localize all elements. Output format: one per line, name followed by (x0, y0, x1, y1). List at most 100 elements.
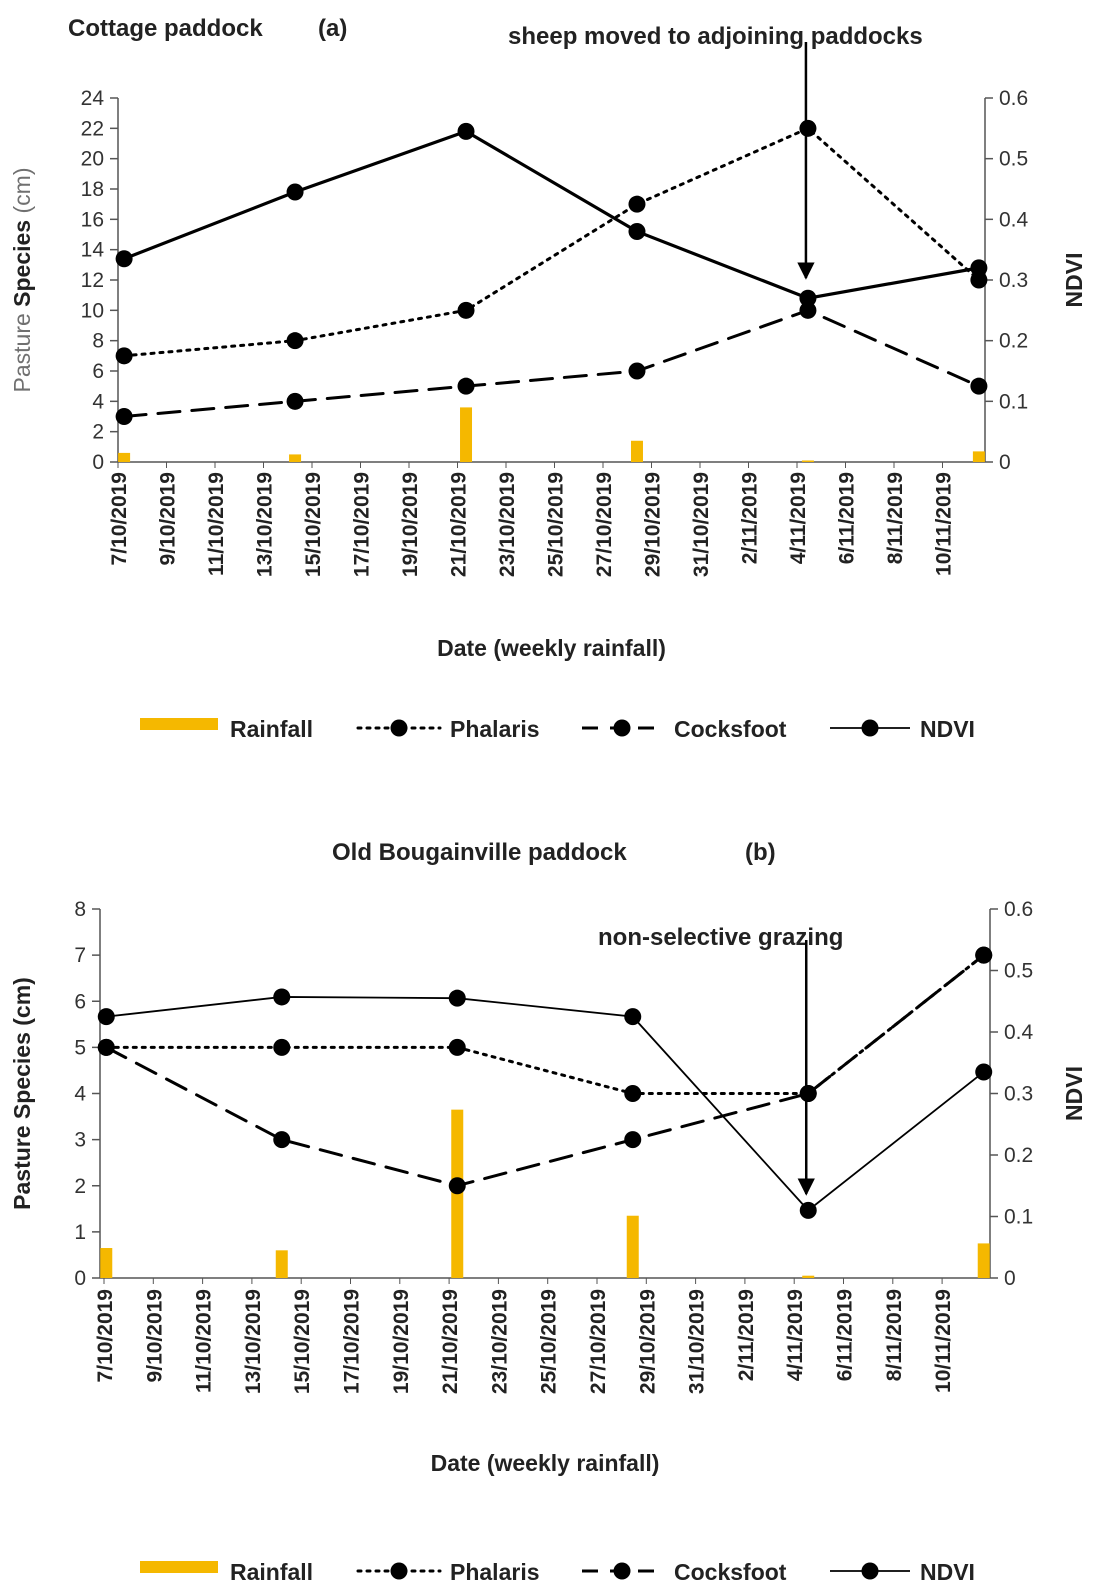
x-tick-label: 31/10/2019 (686, 1289, 709, 1394)
y2-tick-label: 0.3 (999, 269, 1028, 292)
phalaris-point (273, 1038, 291, 1056)
legend-cocksfoot-marker (613, 1562, 631, 1580)
chart-title: Cottage paddock (68, 15, 263, 42)
ndvi-point (799, 289, 817, 307)
y-tick-label: 14 (81, 239, 105, 262)
phalaris-line (122, 126, 981, 358)
x-tick-label: 6/11/2019 (834, 1289, 857, 1381)
legend-cocksfoot-label: Cocksfoot (674, 1559, 787, 1580)
ndvi-point (273, 988, 291, 1006)
ndvi-point (970, 259, 988, 277)
x-tick-label: 31/10/2019 (690, 472, 713, 577)
legend: Rainfall Phalaris Cocksfoot NDVI (140, 1559, 975, 1580)
legend: Rainfall Phalaris Cocksfoot NDVI (140, 716, 975, 742)
cocksfoot-point (286, 392, 304, 410)
y-axis-label-suffix: (cm) (9, 168, 35, 220)
panel-label: (b) (745, 839, 776, 866)
annotation-text: sheep moved to adjoining paddocks (508, 23, 923, 50)
rainfall-bar (460, 407, 473, 462)
x-tick-label: 9/10/2019 (157, 472, 180, 565)
y2-tick-label: 0.1 (1004, 1206, 1033, 1229)
x-tick-label: 19/10/2019 (390, 1289, 413, 1394)
x-tick-label: 27/10/2019 (587, 1289, 610, 1394)
y2-axis-label: NDVI (1061, 1066, 1087, 1121)
x-tick-label: 8/11/2019 (884, 472, 907, 564)
x-tick-label: 2/11/2019 (735, 1289, 758, 1381)
y-tick-label: 16 (81, 208, 104, 231)
x-tick-label: 11/10/2019 (193, 1289, 216, 1393)
x-axis-label: Date (weekly rainfall) (437, 635, 666, 661)
rainfall-bar (626, 1215, 639, 1278)
x-tick-label: 23/10/2019 (488, 1289, 511, 1394)
cocksfoot-line (122, 308, 981, 418)
y-tick-label: 22 (81, 117, 104, 140)
x-tick-label: 6/11/2019 (836, 472, 859, 564)
x-tick-label: 2/11/2019 (739, 472, 762, 564)
chart-a-cottage-paddock: Cottage paddock (a)0246810121416182022240… (9, 15, 1087, 742)
ndvi-line (105, 996, 985, 1212)
y-tick-label: 12 (81, 269, 104, 292)
x-tick-label: 9/10/2019 (143, 1289, 166, 1382)
cocksfoot-point (628, 362, 646, 380)
x-tick-label: 29/10/2019 (642, 472, 665, 577)
phalaris-point (448, 1038, 466, 1056)
cocksfoot-point (97, 1038, 115, 1056)
y2-tick-label: 0 (999, 451, 1011, 474)
x-tick-label: 17/10/2019 (341, 1289, 364, 1394)
legend-ndvi-label: NDVI (920, 1559, 975, 1580)
x-tick-label: 17/10/2019 (351, 472, 374, 577)
cocksfoot-point (975, 946, 993, 964)
ndvi-point (115, 250, 133, 268)
annotation-text: non-selective grazing (598, 924, 843, 951)
y-tick-label: 7 (74, 944, 86, 967)
cocksfoot-point (115, 408, 133, 425)
legend-rainfall-swatch (140, 1561, 218, 1573)
x-tick-label: 19/10/2019 (399, 472, 422, 577)
x-tick-label: 15/10/2019 (302, 472, 325, 577)
x-tick-label: 21/10/2019 (439, 1289, 462, 1394)
rainfall-bar (802, 1275, 815, 1278)
y-tick-label: 8 (92, 330, 104, 353)
y2-tick-label: 0.6 (1004, 898, 1033, 921)
legend-rainfall-swatch (140, 718, 218, 730)
ndvi-point (628, 222, 646, 240)
legend-cocksfoot-marker (613, 719, 631, 737)
y2-tick-label: 0 (1004, 1267, 1016, 1290)
legend-ndvi-marker (861, 1562, 879, 1580)
rainfall-bar (100, 1248, 113, 1278)
ndvi-point (448, 989, 466, 1007)
y-tick-label: 5 (74, 1036, 86, 1059)
y2-axis-label: NDVI (1061, 253, 1087, 308)
y-tick-label: 0 (74, 1267, 86, 1290)
x-tick-label: 23/10/2019 (496, 472, 519, 577)
x-tick-label: 13/10/2019 (254, 472, 277, 577)
ndvi-point (457, 122, 475, 140)
chart-title: Old Bougainville paddock (332, 839, 627, 866)
legend-ndvi-marker (861, 719, 879, 737)
y-tick-label: 1 (74, 1221, 86, 1244)
rainfall-bar (118, 452, 131, 462)
y-tick-label: 20 (81, 148, 104, 171)
x-tick-label: 7/10/2019 (108, 472, 131, 565)
rainfall-bar (977, 1243, 990, 1278)
cocksfoot-point (799, 1085, 817, 1102)
phalaris-point (115, 347, 133, 365)
y2-tick-label: 0.2 (999, 330, 1028, 353)
legend-ndvi-label: NDVI (920, 716, 975, 742)
legend-cocksfoot-label: Cocksfoot (674, 716, 787, 742)
ndvi-line (122, 129, 981, 300)
legend-rainfall-label: Rainfall (230, 1559, 313, 1580)
y-axis-label-suffix: (cm) (9, 977, 35, 1032)
x-tick-label: 10/11/2019 (932, 1289, 955, 1393)
x-tick-label: 7/10/2019 (94, 1289, 117, 1382)
ndvi-point (975, 1063, 993, 1081)
x-tick-label: 21/10/2019 (448, 472, 471, 577)
y-tick-label: 10 (81, 299, 104, 322)
y-axis-label-prefix: Pasture (9, 307, 35, 393)
phalaris-point (624, 1085, 642, 1102)
phalaris-point (457, 301, 475, 319)
y2-tick-label: 0.1 (999, 390, 1028, 413)
y-tick-label: 2 (92, 421, 104, 444)
cocksfoot-point (970, 377, 988, 395)
x-tick-label: 11/10/2019 (205, 472, 228, 576)
